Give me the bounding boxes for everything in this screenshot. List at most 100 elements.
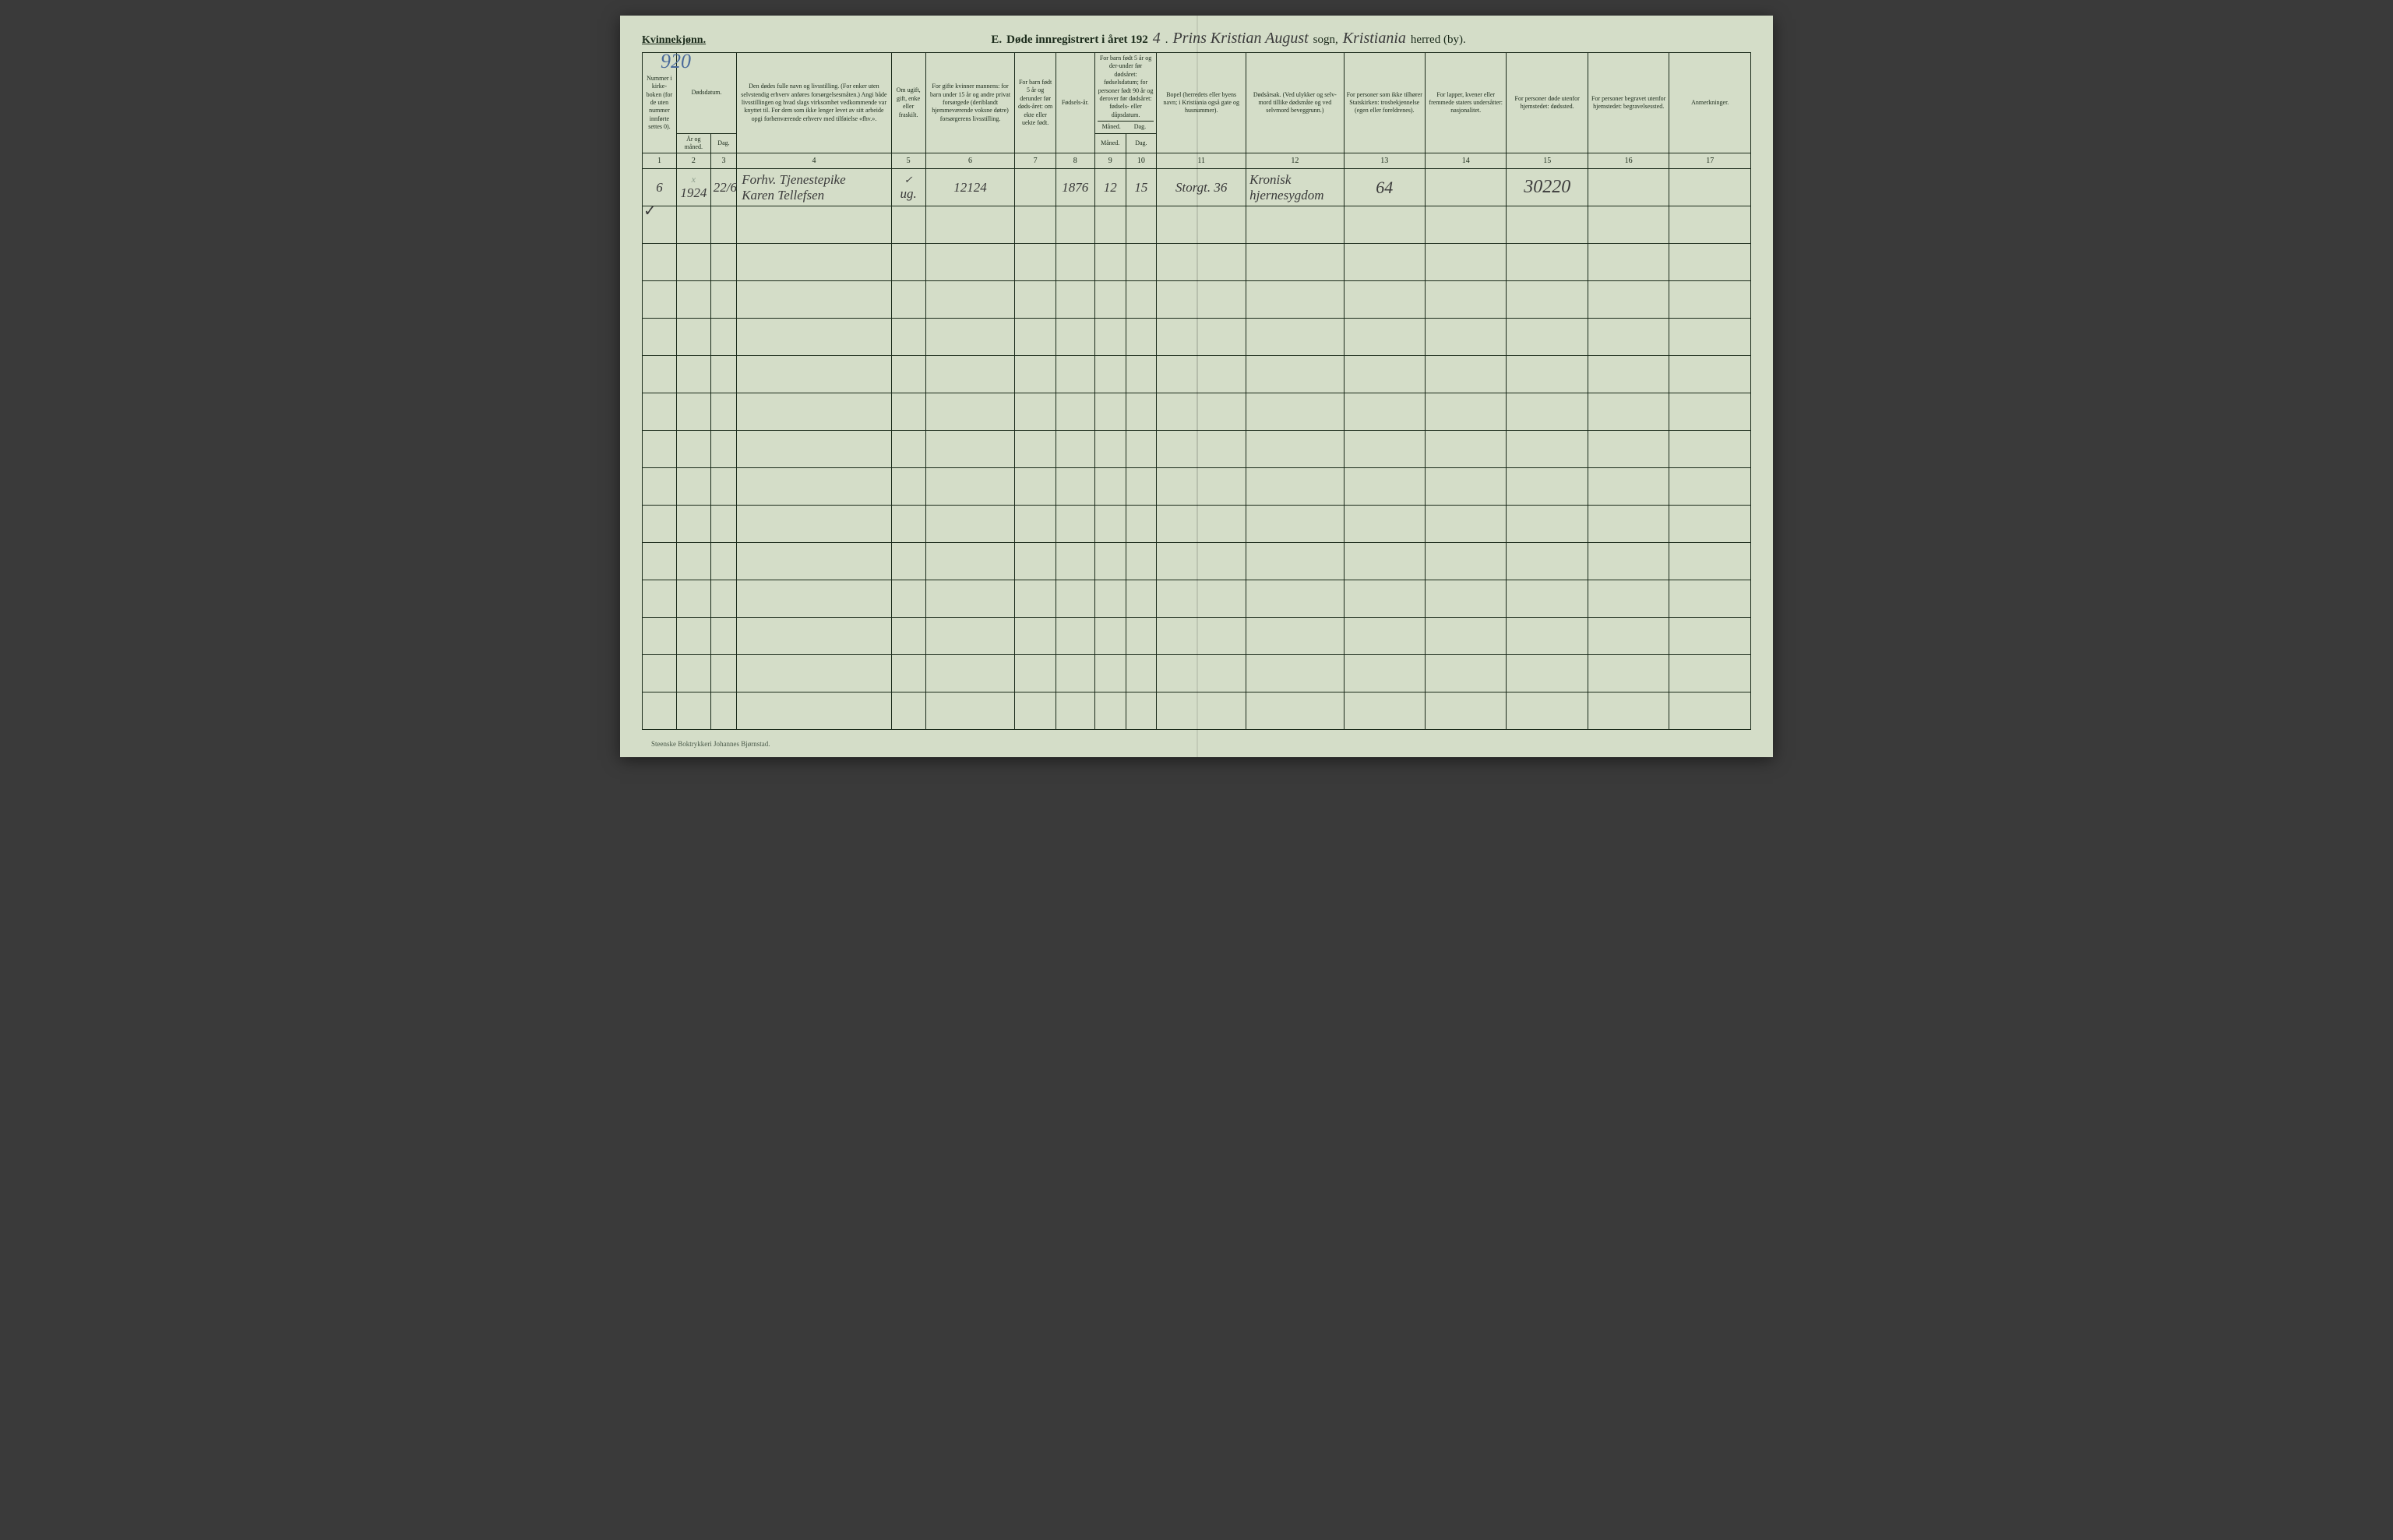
coln-11: 11 bbox=[1157, 153, 1246, 169]
empty-cell bbox=[676, 356, 710, 393]
empty-cell bbox=[1015, 244, 1056, 281]
empty-cell bbox=[1507, 506, 1588, 543]
coln-10: 10 bbox=[1126, 153, 1157, 169]
empty-cell bbox=[1425, 692, 1506, 730]
empty-cell bbox=[1126, 692, 1157, 730]
empty-cell bbox=[643, 244, 677, 281]
empty-cell bbox=[1425, 506, 1506, 543]
empty-cell bbox=[1015, 692, 1056, 730]
empty-cell bbox=[737, 244, 892, 281]
empty-cell bbox=[925, 580, 1015, 618]
empty-cell bbox=[1669, 580, 1751, 618]
empty-cell bbox=[1056, 655, 1094, 692]
empty-cell bbox=[676, 543, 710, 580]
sogn-label: sogn, bbox=[1313, 33, 1338, 47]
empty-cell bbox=[1588, 655, 1669, 692]
empty-cell bbox=[1246, 506, 1344, 543]
empty-cell bbox=[1425, 244, 1506, 281]
empty-cell bbox=[710, 319, 736, 356]
empty-cell bbox=[1056, 356, 1094, 393]
empty-cell bbox=[643, 393, 677, 431]
empty-cell bbox=[1126, 244, 1157, 281]
empty-cell bbox=[1094, 281, 1126, 319]
empty-cell bbox=[710, 543, 736, 580]
cell-col16 bbox=[1588, 169, 1669, 206]
empty-cell bbox=[1507, 244, 1588, 281]
empty-cell bbox=[1507, 692, 1588, 730]
empty-cell bbox=[891, 543, 925, 580]
cell-col7 bbox=[1015, 169, 1056, 206]
empty-cell bbox=[1344, 692, 1425, 730]
empty-cell bbox=[1056, 618, 1094, 655]
empty-cell bbox=[1246, 543, 1344, 580]
empty-cell bbox=[737, 506, 892, 543]
coln-15: 15 bbox=[1507, 153, 1588, 169]
empty-cell bbox=[1507, 431, 1588, 468]
empty-cell bbox=[1246, 431, 1344, 468]
empty-cell bbox=[1157, 319, 1246, 356]
col-13-header: For personer som ikke tilhører Statskirk… bbox=[1344, 53, 1425, 153]
empty-cell bbox=[643, 468, 677, 506]
empty-cell bbox=[1669, 692, 1751, 730]
empty-cell bbox=[737, 319, 892, 356]
empty-cell bbox=[891, 692, 925, 730]
empty-cell bbox=[676, 468, 710, 506]
empty-cell bbox=[891, 356, 925, 393]
empty-cell bbox=[1015, 506, 1056, 543]
col-4-header: Den dødes fulle navn og livsstilling. (F… bbox=[737, 53, 892, 153]
col-12-header: Dødsårsak. (Ved ulykker og selv-mord til… bbox=[1246, 53, 1344, 153]
empty-cell bbox=[1246, 655, 1344, 692]
empty-cell bbox=[710, 431, 736, 468]
empty-cell bbox=[1425, 431, 1506, 468]
empty-cell bbox=[1425, 356, 1506, 393]
empty-cell bbox=[1669, 206, 1751, 244]
coln-17: 17 bbox=[1669, 153, 1751, 169]
empty-cell bbox=[925, 281, 1015, 319]
empty-cell bbox=[1015, 393, 1056, 431]
coln-9: 9 bbox=[1094, 153, 1126, 169]
empty-cell bbox=[1126, 618, 1157, 655]
empty-cell bbox=[1344, 506, 1425, 543]
empty-cell bbox=[1094, 319, 1126, 356]
cell-year: x 1924 bbox=[676, 169, 710, 206]
empty-cell bbox=[1126, 506, 1157, 543]
empty-cell bbox=[891, 580, 925, 618]
col-9-10-text: For barn født 5 år og der-under før døds… bbox=[1098, 55, 1154, 122]
empty-cell bbox=[1157, 468, 1246, 506]
col-14-header: For lapper, kvener eller fremmede stater… bbox=[1425, 53, 1506, 153]
col-5-header: Om ugift, gift, enke eller fraskilt. bbox=[891, 53, 925, 153]
empty-cell bbox=[1056, 431, 1094, 468]
empty-cell bbox=[643, 506, 677, 543]
herred-handwritten: Kristiania bbox=[1343, 30, 1406, 48]
empty-cell bbox=[710, 692, 736, 730]
empty-cell bbox=[1094, 244, 1126, 281]
col-16-header: For personer begravet utenfor hjemstedet… bbox=[1588, 53, 1669, 153]
empty-cell bbox=[643, 543, 677, 580]
empty-cell bbox=[1344, 356, 1425, 393]
empty-cell bbox=[676, 244, 710, 281]
empty-cell bbox=[1015, 431, 1056, 468]
col-9a: Måned. bbox=[1098, 123, 1125, 131]
col-9a-header: Måned. bbox=[1094, 133, 1126, 153]
printer-footer: Steenske Boktrykkeri Johannes Bjørnstad. bbox=[651, 740, 770, 748]
status-check: ✓ bbox=[894, 174, 923, 186]
empty-cell bbox=[1246, 206, 1344, 244]
empty-cell bbox=[1507, 206, 1588, 244]
empty-cell bbox=[1669, 244, 1751, 281]
empty-cell bbox=[710, 506, 736, 543]
empty-cell bbox=[1246, 356, 1344, 393]
empty-cell bbox=[1126, 468, 1157, 506]
empty-cell bbox=[1126, 431, 1157, 468]
col-8-header: Fødsels-år. bbox=[1056, 53, 1094, 153]
empty-cell bbox=[1094, 431, 1126, 468]
empty-cell bbox=[1669, 655, 1751, 692]
name-occupation: Forhv. Tjenestepike bbox=[742, 172, 889, 188]
cell-col15: 30220 bbox=[1507, 169, 1588, 206]
empty-cell bbox=[737, 543, 892, 580]
empty-cell bbox=[1094, 692, 1126, 730]
cell-status: ✓ ug. bbox=[891, 169, 925, 206]
empty-cell bbox=[891, 244, 925, 281]
empty-cell bbox=[1588, 506, 1669, 543]
empty-cell bbox=[1126, 580, 1157, 618]
empty-cell bbox=[1246, 692, 1344, 730]
